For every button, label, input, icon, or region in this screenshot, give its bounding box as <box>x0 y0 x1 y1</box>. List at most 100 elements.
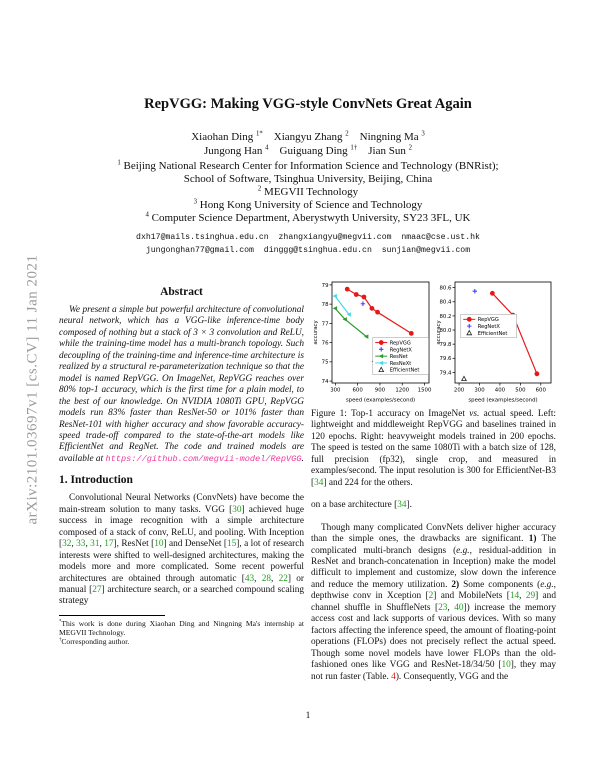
text-segment: We present a simple but powerful archite… <box>59 305 304 464</box>
citation-link[interactable]: 29 <box>525 591 536 602</box>
text-segment: , <box>271 573 279 584</box>
citation-link[interactable]: 34 <box>397 500 407 511</box>
svg-text:80.6: 80.6 <box>439 286 452 292</box>
text-segment: Computer Science Department, Aberystwyth… <box>148 211 471 224</box>
svg-text:77: 77 <box>322 321 329 327</box>
svg-text:74: 74 <box>322 379 329 385</box>
affiliation-line: 4 Computer Science Department, Aberystwy… <box>60 210 556 225</box>
citation-link[interactable]: 22 <box>278 573 288 584</box>
text-segment: ], ResNet [ <box>113 539 155 550</box>
text-segment: ], they may not run faster (Table. <box>311 660 556 682</box>
email-line: dxh17@mails.tsinghua.edu.cn zhangxiangyu… <box>136 233 480 242</box>
citation-link[interactable]: 2 <box>428 591 434 602</box>
text-segment: 4 <box>265 143 269 151</box>
svg-text:600: 600 <box>536 388 547 394</box>
affiliation-line: School of Software, Tsinghua University,… <box>60 173 556 186</box>
left-column: Abstract We present a simple but powerfu… <box>59 286 304 646</box>
citation-link[interactable]: 43 <box>244 573 255 584</box>
paper-title: RepVGG: Making VGG-style ConvNets Great … <box>144 96 472 112</box>
figure1-caption: Figure 1: Top-1 accuracy on ImageNet vs.… <box>311 409 556 489</box>
svg-text:79.8: 79.8 <box>439 342 452 348</box>
citation-link[interactable]: 40 <box>454 602 464 613</box>
citation-link[interactable]: 27 <box>92 584 102 595</box>
text-segment: 2 <box>408 143 412 151</box>
text-segment: 1 <box>117 159 121 167</box>
footnote-corresponding-author: †Corresponding author. <box>59 637 304 646</box>
svg-text:RepVGG: RepVGG <box>478 317 499 323</box>
text-segment: Jungong Han <box>204 144 266 157</box>
svg-text:75: 75 <box>322 360 329 366</box>
text-segment: ] and channel shuffle in ShuffleNets [ <box>311 591 556 613</box>
affiliation-line: 2 MEGVII Technology <box>60 185 556 199</box>
text-segment: , <box>71 539 77 550</box>
svg-text:79.4: 79.4 <box>439 370 452 376</box>
page-number: 1 <box>305 711 311 721</box>
citation-link[interactable]: 31 <box>90 539 100 550</box>
citation-link[interactable]: 17 <box>104 539 114 550</box>
affiliation-line: 1 Beijing National Research Center for I… <box>60 159 556 173</box>
text-segment: on a base architecture [ <box>311 500 398 511</box>
citation-link[interactable]: 23 <box>438 602 448 613</box>
text-segment: 3 <box>421 130 425 138</box>
citation-link[interactable]: 34 <box>314 477 324 488</box>
text-segment: Guiguang Ding <box>268 144 351 157</box>
svg-text:80.0: 80.0 <box>439 328 452 334</box>
text-segment: 2 <box>345 130 349 138</box>
svg-text:accuracy: accuracy <box>313 320 319 345</box>
svg-text:79.6: 79.6 <box>439 356 452 362</box>
citation-link[interactable]: 10 <box>501 660 511 671</box>
text-segment: Convolutional Neural Networks (ConvNets)… <box>59 493 304 515</box>
citation-link[interactable]: 10 <box>154 539 164 550</box>
svg-text:900: 900 <box>375 388 386 394</box>
text-segment: e.g. <box>456 545 470 556</box>
text-segment: vs. <box>469 409 480 419</box>
citation-link[interactable]: 33 <box>76 539 86 550</box>
svg-text:EfficientNet: EfficientNet <box>390 368 420 374</box>
text-segment: 1) <box>528 534 537 545</box>
table-ref-link[interactable]: 4 <box>391 671 396 682</box>
svg-text:300: 300 <box>330 388 341 394</box>
text-segment: Corresponding author. <box>61 637 130 647</box>
text-segment: Though many complicated ConvNets deliver… <box>311 522 556 545</box>
code-url-link[interactable]: https://github.com/megvii-model/RepVGG <box>105 453 302 464</box>
svg-text:80.2: 80.2 <box>439 314 451 320</box>
email-line: jungonghan77@gmail.com dinggg@tsinghua.e… <box>145 246 471 255</box>
abstract-heading: Abstract <box>160 286 203 298</box>
email-block: dxh17@mails.tsinghua.edu.cn zhangxiangyu… <box>60 231 556 257</box>
citation-link[interactable]: 14 <box>509 591 520 602</box>
text-segment: 1† <box>350 143 358 151</box>
svg-text:accuracy: accuracy <box>436 320 442 345</box>
text-segment: Jian Sun <box>357 144 409 157</box>
citation-link[interactable]: 32 <box>62 539 72 550</box>
author-line: Jungong Han 4 Guiguang Ding 1† Jian Sun … <box>60 143 556 159</box>
svg-text:500: 500 <box>515 388 526 394</box>
right-column: 300 600 900 1200 1500 74 75 76 77 78 79 speed (exam… <box>311 277 556 683</box>
author-line: Xiaohan Ding 1* Xiangyu Zhang 2 Ningning… <box>60 130 556 145</box>
citation-link[interactable]: 28 <box>261 573 271 584</box>
svg-text:300: 300 <box>474 388 485 394</box>
text-segment: Xiangyu Zhang <box>262 131 346 143</box>
text-segment: ] and 224 for the others. <box>323 477 413 488</box>
text-segment: , <box>254 573 262 584</box>
svg-text:1200: 1200 <box>395 388 409 394</box>
svg-text:600: 600 <box>352 388 363 394</box>
figure1: 300 600 900 1200 1500 74 75 76 77 78 79 speed (exam… <box>311 277 556 404</box>
svg-text:80.4: 80.4 <box>439 300 452 306</box>
figure1-right-chart: 200 300 400 500 600 79.4 79.6 79.8 80.0 80.2 80.4 8… <box>436 281 552 404</box>
text-segment: 3 <box>193 198 197 206</box>
svg-text:RepVGG: RepVGG <box>390 340 411 346</box>
text-segment: , <box>85 539 91 550</box>
svg-text:RegNetX: RegNetX <box>390 347 413 353</box>
text-segment: 4 <box>145 210 149 218</box>
svg-text:EfficientNet: EfficientNet <box>478 331 508 337</box>
citation-link[interactable]: 15 <box>227 539 237 550</box>
citation-link[interactable]: 30 <box>232 504 242 515</box>
text-segment: ] architecture search, or a searched com… <box>59 584 304 607</box>
text-segment: Beijing National Research Center for Inf… <box>120 160 499 172</box>
footnote-divider <box>59 614 165 616</box>
text-segment: , residual-addition in ResNet and branch… <box>311 545 556 590</box>
svg-text:76: 76 <box>322 341 329 347</box>
svg-text:speed (examples/second): speed (examples/second) <box>346 398 415 404</box>
section-heading-introduction: 1. Introduction <box>59 474 133 487</box>
svg-text:speed (examples/second): speed (examples/second) <box>468 398 537 404</box>
